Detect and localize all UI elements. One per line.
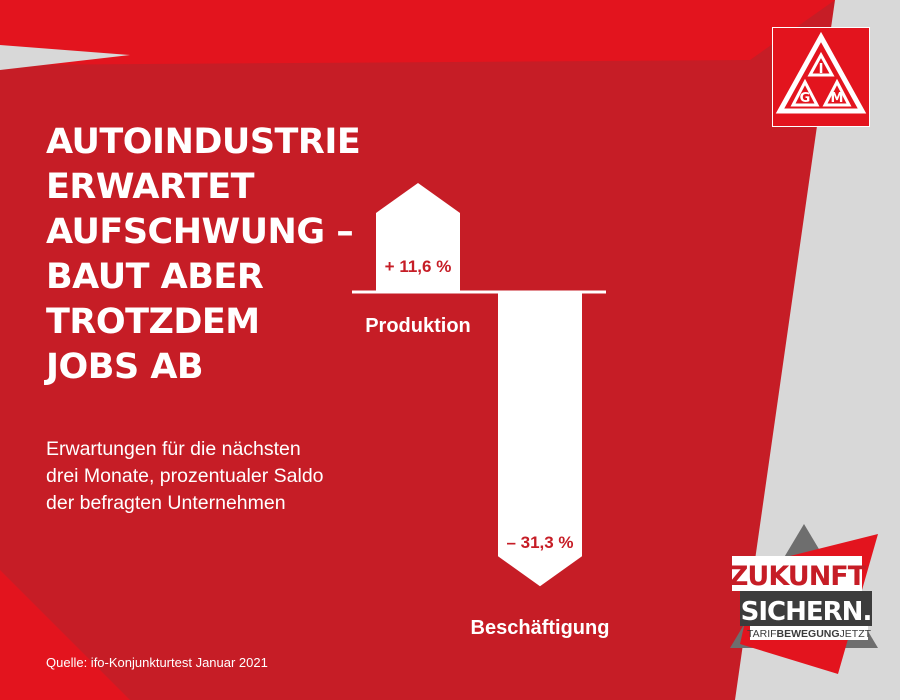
category-label-beschaeftigung: Beschäftigung [471, 617, 610, 639]
igm-logo: I G M [772, 27, 870, 127]
category-label-produktion: Produktion [365, 315, 471, 337]
headline: AUTOINDUSTRIE ERWARTET AUFSCHWUNG – BAUT… [46, 120, 361, 390]
value-label-produktion: + 11,6 % [385, 257, 452, 276]
badge-tag-part: TARIF [747, 628, 777, 640]
badge-line2: SICHERN. [741, 597, 872, 627]
bar-beschaeftigung [498, 292, 582, 587]
headline-line: BAUT ABER [46, 257, 264, 297]
badge-tagline: TARIFBEWEGUNGJETZT [747, 628, 872, 640]
logo-letter: G [800, 91, 811, 106]
campaign-badge: ZUKUNFT SICHERN. TARIFBEWEGUNGJETZT [729, 524, 878, 674]
headline-line: JOBS AB [46, 347, 204, 387]
logo-letter: I [819, 62, 824, 77]
subtitle: Erwartungen für die nächsten drei Monate… [46, 436, 346, 517]
badge-line1: ZUKUNFT [729, 561, 867, 592]
headline-line: AUFSCHWUNG – [46, 212, 354, 252]
badge-tag-part: BEWEGUNG [777, 628, 840, 640]
subtitle-line: Erwartungen für die nächsten [46, 438, 301, 460]
headline-line: TROTZDEM [46, 302, 260, 342]
headline-line: ERWARTET [46, 167, 255, 207]
subtitle-line: drei Monate, prozentualer Saldo [46, 465, 324, 487]
badge-tag-part: JETZT [840, 628, 872, 640]
headline-line: AUTOINDUSTRIE [46, 122, 361, 162]
source-note: Quelle: ifo-Konjunkturtest Januar 2021 [46, 655, 268, 670]
logo-letter: M [831, 91, 844, 106]
subtitle-line: der befragten Unternehmen [46, 492, 286, 514]
bar-produktion [376, 182, 460, 292]
value-label-beschaeftigung: – 31,3 % [506, 533, 573, 552]
